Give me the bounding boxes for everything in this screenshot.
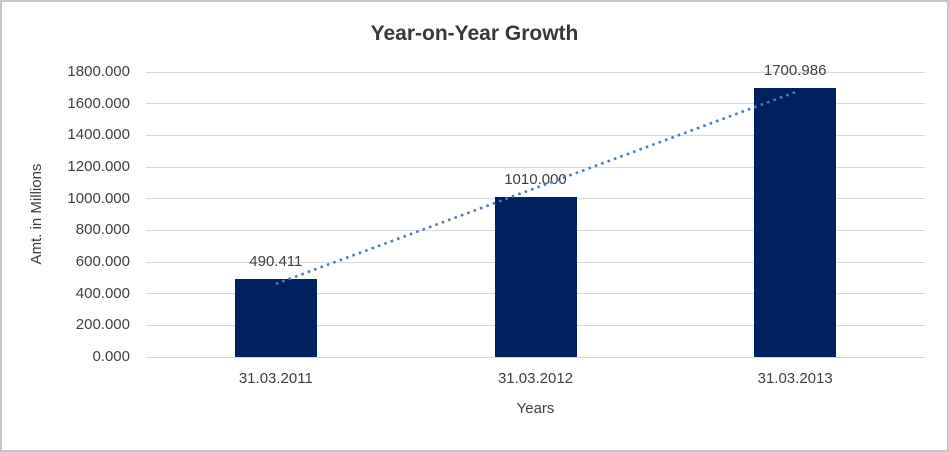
y-axis-tick-label: 1000.000 [67, 189, 130, 207]
y-axis-tick-label: 1200.000 [67, 158, 130, 175]
x-axis-tick-label: 31.03.2011 [238, 370, 313, 387]
chart-title: Year-on-Year Growth [370, 22, 579, 45]
y-axis-tick-label: 1600.000 [67, 94, 130, 112]
x-axis-tick-label: 31.03.2012 [497, 370, 574, 387]
bar [234, 279, 317, 357]
gridline [146, 356, 925, 358]
x-axis-title: Years [516, 400, 555, 417]
y-axis-tick-label: 200.000 [75, 316, 130, 334]
y-axis-tick-label: 1800.000 [67, 63, 130, 80]
bar-data-label: 1700.986 [763, 61, 827, 79]
bar [494, 197, 577, 357]
y-axis-tick-label: 800.000 [75, 221, 130, 239]
bar [754, 87, 837, 357]
y-axis-tick-label: 1400.000 [67, 126, 130, 144]
x-axis-tick-label: 31.03.2013 [757, 370, 833, 387]
y-axis-tick-label: 400.000 [75, 284, 130, 302]
bar-data-label: 1010.000 [504, 171, 567, 189]
gridline [146, 71, 925, 73]
y-axis-tick-label: 600.000 [75, 253, 130, 270]
bar-data-label: 490.411 [249, 253, 303, 271]
y-axis-tick-label: 0.000 [92, 348, 130, 365]
